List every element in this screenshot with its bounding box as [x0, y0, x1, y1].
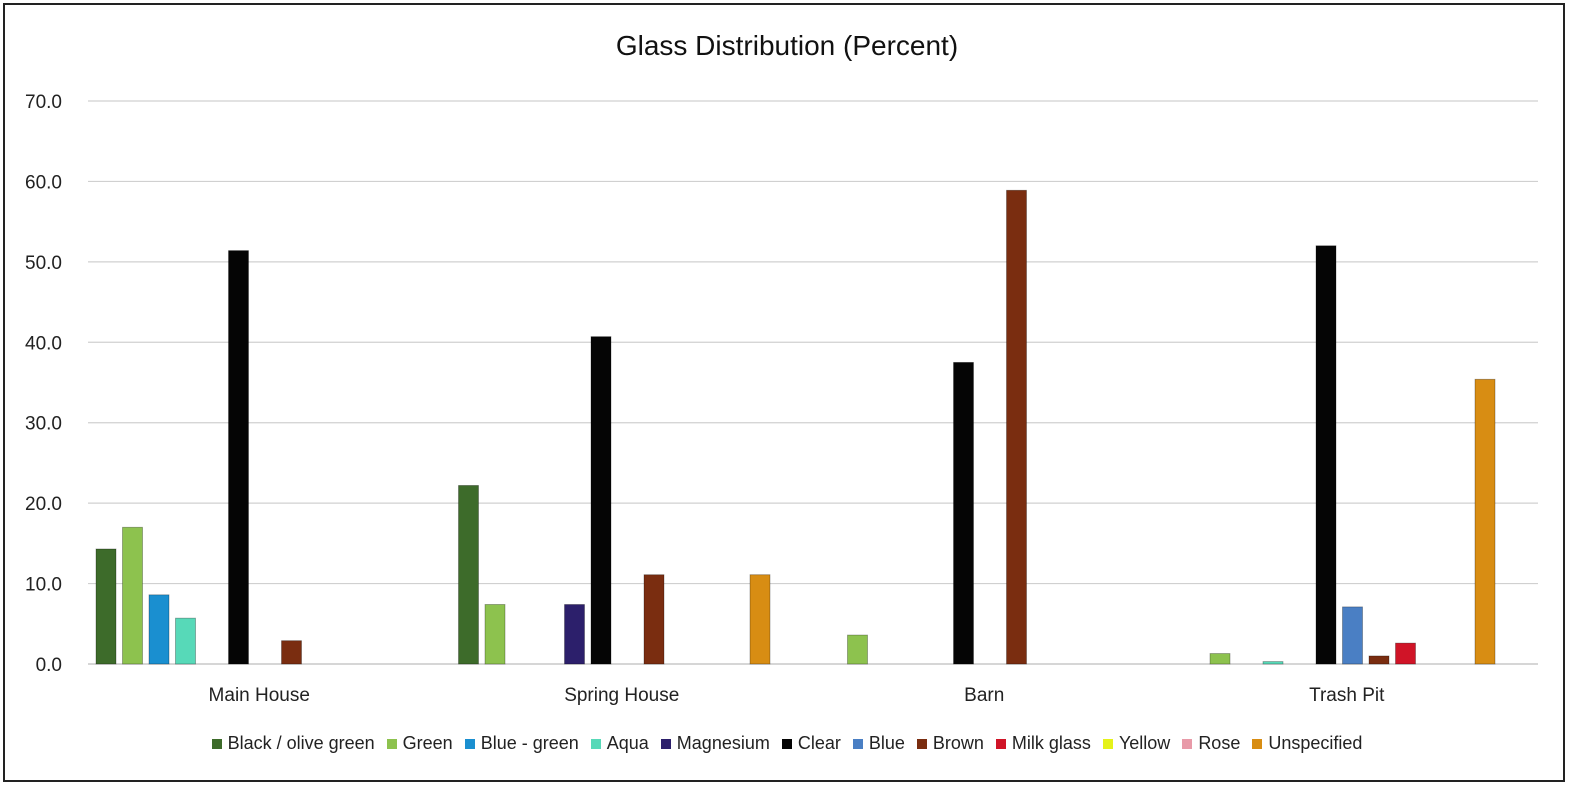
legend-item: Blue: [852, 733, 905, 754]
bars: [95, 189, 1496, 665]
legend-item: Green: [386, 733, 453, 754]
legend-item: Blue - green: [464, 733, 579, 754]
bar-black-olive-green-main-house: [95, 548, 117, 665]
bar-blue-green-main-house: [148, 594, 170, 665]
y-tick-label: 50.0: [25, 253, 62, 274]
legend-item: Aqua: [590, 733, 649, 754]
bar-brown-trash-pit: [1368, 655, 1390, 665]
bar-clear-barn: [953, 361, 974, 665]
bar-green-main-house: [122, 526, 143, 665]
bar-clear-main-house: [228, 250, 249, 665]
y-tick-label: 10.0: [25, 575, 62, 596]
y-tick-label: 30.0: [25, 414, 62, 435]
legend-label: Green: [402, 733, 453, 753]
legend-swatch: [386, 738, 397, 749]
axis-labels: 0.0 10.0 20.0 30.0 40.0 50.0 60.0 70.0 Main Hous…: [25, 92, 1385, 706]
x-category-label: Barn: [964, 685, 1004, 706]
bar-milk-glass-trash-pit: [1395, 642, 1416, 665]
bar-unspecified-trash-pit: [1474, 378, 1496, 665]
legend-item: Milk glass: [995, 733, 1091, 754]
y-tick-label: 40.0: [25, 333, 62, 354]
legend-item: Black / olive green: [211, 733, 375, 754]
legend-item: Yellow: [1102, 733, 1171, 754]
x-category-label: Trash Pit: [1309, 685, 1385, 706]
x-category-label: Main House: [209, 685, 310, 706]
bar-clear-trash-pit: [1315, 245, 1337, 665]
legend-item: Clear: [781, 733, 841, 754]
legend-swatch: [916, 738, 927, 749]
y-tick-label: 70.0: [25, 92, 62, 113]
chart-frame: [3, 3, 1565, 782]
gridlines: [88, 100, 1538, 665]
legend-swatch: [781, 738, 792, 749]
legend-label: Blue: [868, 733, 905, 753]
legend-label: Brown: [932, 733, 984, 753]
legend-label: Milk glass: [1011, 733, 1091, 753]
y-tick-label: 60.0: [25, 172, 62, 193]
legend-swatch: [590, 738, 601, 749]
legend-swatch: [1182, 738, 1193, 749]
bar-aqua-main-house: [175, 617, 196, 665]
legend-item: Brown: [916, 733, 984, 754]
bar-clear-spring-house: [590, 336, 612, 665]
bar-brown-barn: [1006, 189, 1027, 665]
legend-item: Magnesium: [660, 733, 770, 754]
legend-label: Rose: [1198, 733, 1241, 753]
chart-title: Glass Distribution (Percent): [615, 30, 959, 61]
bar-green-spring-house: [484, 604, 506, 665]
legend-label: Black / olive green: [227, 733, 375, 753]
legend-label: Magnesium: [676, 733, 770, 753]
legend-swatch: [660, 738, 671, 749]
bar-green-trash-pit: [1209, 653, 1231, 665]
bar-black-olive-green-spring-house: [458, 485, 479, 665]
legend-item: Unspecified: [1252, 733, 1362, 754]
legend-label: Yellow: [1118, 733, 1171, 753]
legend-swatch: [852, 738, 863, 749]
legend-swatch: [1102, 738, 1113, 749]
x-category-label: Spring House: [564, 685, 679, 706]
legend-item: Rose: [1182, 733, 1240, 754]
legend-label: Clear: [797, 733, 841, 753]
y-tick-label: 0.0: [36, 655, 62, 676]
bar-blue-trash-pit: [1342, 606, 1363, 665]
bar-unspecified-spring-house: [749, 574, 771, 665]
legend: Black / olive green Green Blue - green Aqua…: [0, 733, 1574, 754]
legend-label: Blue - green: [480, 733, 579, 753]
legend-swatch: [464, 738, 475, 749]
legend-swatch: [211, 738, 222, 749]
legend-label: Aqua: [606, 733, 649, 753]
bar-green-barn: [847, 634, 868, 665]
bar-aqua-trash-pit: [1262, 661, 1284, 665]
legend-swatch: [1252, 738, 1263, 749]
legend-label: Unspecified: [1268, 733, 1363, 753]
bar-brown-spring-house: [643, 574, 665, 665]
legend-swatch: [995, 738, 1006, 749]
bar-magnesium-spring-house: [564, 604, 585, 665]
y-tick-label: 20.0: [25, 494, 62, 515]
bar-brown-main-house: [281, 640, 302, 665]
